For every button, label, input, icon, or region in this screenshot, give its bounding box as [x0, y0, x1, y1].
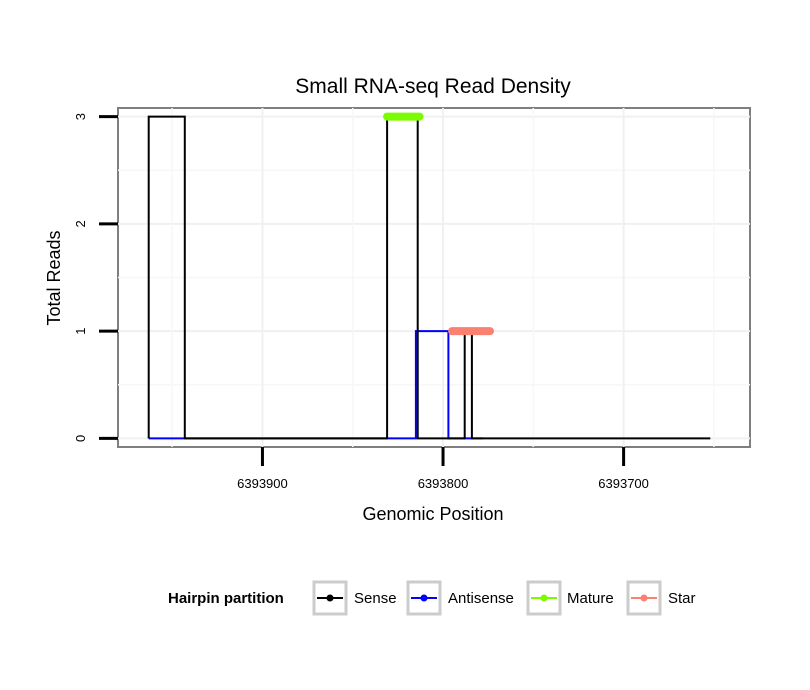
legend: Hairpin partition Sense Antisense Mature… [168, 580, 696, 616]
y-tick-label: 0 [73, 435, 88, 442]
legend-key-dot [540, 594, 548, 602]
legend-title: Hairpin partition [168, 590, 284, 607]
legend-item-antisense: Antisense [406, 580, 514, 616]
x-tick-label: 6393900 [237, 476, 288, 491]
legend-item-star: Star [626, 580, 696, 616]
x-axis-title: Genomic Position [362, 504, 503, 524]
y-tick-label: 1 [73, 328, 88, 335]
x-tick-label: 6393800 [418, 476, 469, 491]
y-axis: 0 1 2 3 [73, 113, 118, 442]
chart-title: Small RNA-seq Read Density [295, 75, 571, 98]
legend-key-dot [420, 594, 428, 602]
y-tick-label: 3 [73, 113, 88, 120]
legend-label: Mature [567, 590, 614, 607]
y-axis-title: Total Reads [44, 230, 64, 325]
legend-label: Antisense [448, 590, 514, 607]
legend-label: Sense [354, 590, 397, 607]
y-tick-label: 2 [73, 220, 88, 227]
highlight-segments [383, 112, 494, 336]
x-tick-label: 6393700 [598, 476, 649, 491]
legend-key-dot [326, 594, 334, 602]
legend-item-sense: Sense [312, 580, 397, 616]
legend-key-dot [640, 594, 648, 602]
x-axis: 6393900 6393800 6393700 [237, 447, 649, 491]
legend-label: Star [668, 590, 696, 607]
legend-item-mature: Mature [526, 580, 614, 616]
